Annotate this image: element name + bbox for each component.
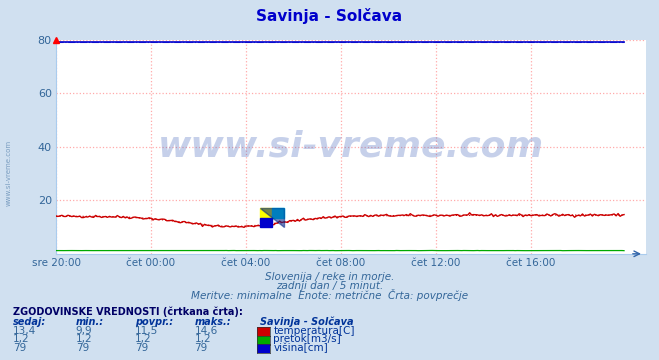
Text: Savinja - Solčava: Savinja - Solčava	[256, 8, 403, 24]
Text: 79: 79	[76, 343, 89, 353]
Text: maks.:: maks.:	[194, 317, 231, 327]
Polygon shape	[260, 208, 283, 227]
Text: Meritve: minimalne  Enote: metrične  Črta: povprečje: Meritve: minimalne Enote: metrične Črta:…	[191, 289, 468, 301]
Text: sedaj:: sedaj:	[13, 317, 46, 327]
Text: 79: 79	[194, 343, 208, 353]
Text: 14,6: 14,6	[194, 326, 217, 336]
Text: 79: 79	[135, 343, 148, 353]
Text: 1,2: 1,2	[135, 334, 152, 345]
Text: min.:: min.:	[76, 317, 104, 327]
Bar	[272, 208, 283, 218]
Text: Savinja - Solčava: Savinja - Solčava	[260, 317, 354, 328]
Text: www.si-vreme.com: www.si-vreme.com	[5, 140, 12, 206]
Text: Slovenija / reke in morje.: Slovenija / reke in morje.	[265, 272, 394, 282]
Text: 11,5: 11,5	[135, 326, 158, 336]
Text: 9,9: 9,9	[76, 326, 92, 336]
Bar	[260, 218, 272, 227]
Text: višina[cm]: višina[cm]	[273, 343, 328, 353]
Bar	[260, 208, 272, 218]
Text: 13,4: 13,4	[13, 326, 36, 336]
Text: www.si-vreme.com: www.si-vreme.com	[158, 130, 544, 164]
Text: ZGODOVINSKE VREDNOSTI (črtkana črta):: ZGODOVINSKE VREDNOSTI (črtkana črta):	[13, 306, 243, 317]
Text: 1,2: 1,2	[76, 334, 92, 345]
Text: pretok[m3/s]: pretok[m3/s]	[273, 334, 341, 345]
Text: 79: 79	[13, 343, 26, 353]
Text: zadnji dan / 5 minut.: zadnji dan / 5 minut.	[276, 281, 383, 291]
Text: temperatura[C]: temperatura[C]	[273, 326, 355, 336]
Text: 1,2: 1,2	[194, 334, 211, 345]
Text: 1,2: 1,2	[13, 334, 30, 345]
Text: povpr.:: povpr.:	[135, 317, 173, 327]
